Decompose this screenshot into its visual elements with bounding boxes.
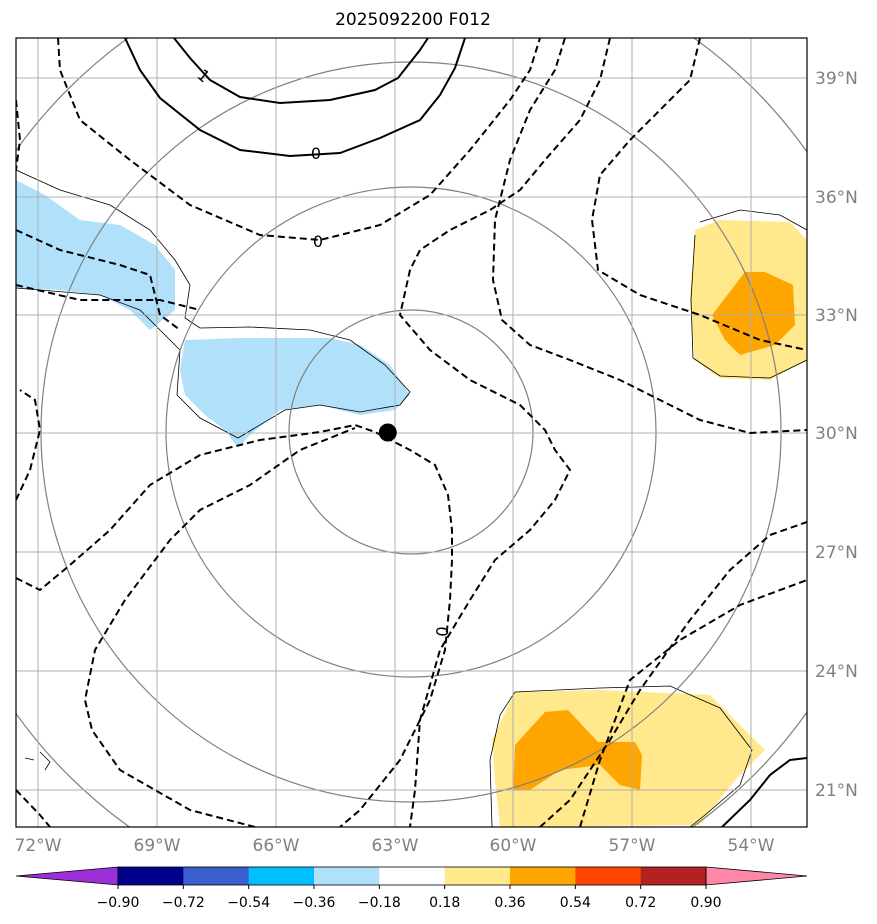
colorbar-tick-label: −0.18 [358,895,401,911]
colorbar-tick-label: −0.54 [227,895,270,911]
range-ring-inner [288,309,534,555]
lon-label: 66°W [253,836,300,856]
storm-center-marker [378,423,397,442]
colorbar-tick-label: −0.72 [162,895,205,911]
colorbar-segment [118,867,184,885]
colorbar-segment [379,867,446,885]
colorbar-tick-label: −0.36 [293,895,336,911]
latitude-axis: 39°N 36°N 33°N 30°N 27°N 24°N 21°N [815,69,858,801]
lon-label: 72°W [15,836,62,856]
colorbar-tick-label: 0.36 [494,895,525,911]
lat-label: 39°N [815,69,858,89]
lat-label: 21°N [815,781,858,801]
strong-positive-region-northeast [712,272,795,355]
graticule [16,38,807,827]
lon-label: 60°W [490,836,537,856]
dashed-contours [16,38,807,827]
lat-label: 36°N [815,188,858,208]
colorbar-tick-label: −0.90 [97,895,140,911]
map-frame [15,37,808,828]
lat-label: 24°N [815,662,858,682]
lon-label: 69°W [134,836,181,856]
contour-label-0-b: 0 [313,232,323,251]
lon-label: 63°W [372,836,419,856]
colorbar-tick-label: 0.54 [560,895,591,911]
colorbar-extend-max [705,866,808,886]
lat-label: 27°N [815,543,858,563]
range-ring-middle [165,186,657,678]
colorbar-segment [510,867,576,885]
contour-label-0-c: 0 [433,626,453,638]
strong-positive-region-south [513,710,642,790]
colorbar-segment [314,867,380,885]
colorbar: −0.90 −0.72 −0.54 −0.36 −0.18 0.18 0.36 0.54 0.7… [15,866,808,911]
colorbar-tick-label: 0.18 [429,895,460,911]
lon-label: 54°W [728,836,775,856]
colorbar-frame [117,866,707,886]
lat-label: 33°N [815,306,858,326]
colorbar-segment [444,867,511,885]
colorbar-tick-label: 0.90 [690,895,721,911]
lat-label: 30°N [815,424,858,444]
colorbar-segment [183,867,250,885]
colorbar-segment [575,867,642,885]
longitude-axis: 72°W 69°W 66°W 63°W 60°W 57°W 54°W [15,836,775,856]
contour-label-0-a: 0 [311,144,321,163]
colorbar-extend-min [15,866,119,886]
map-title: 2025092200 F012 [335,10,491,30]
colorbar-segment [640,867,707,885]
solid-contours [124,38,807,827]
colorbar-tick-label: 0.72 [625,895,656,911]
negative-anomaly-region-west [16,180,175,330]
lon-label: 57°W [609,836,656,856]
colorbar-segment [248,867,315,885]
